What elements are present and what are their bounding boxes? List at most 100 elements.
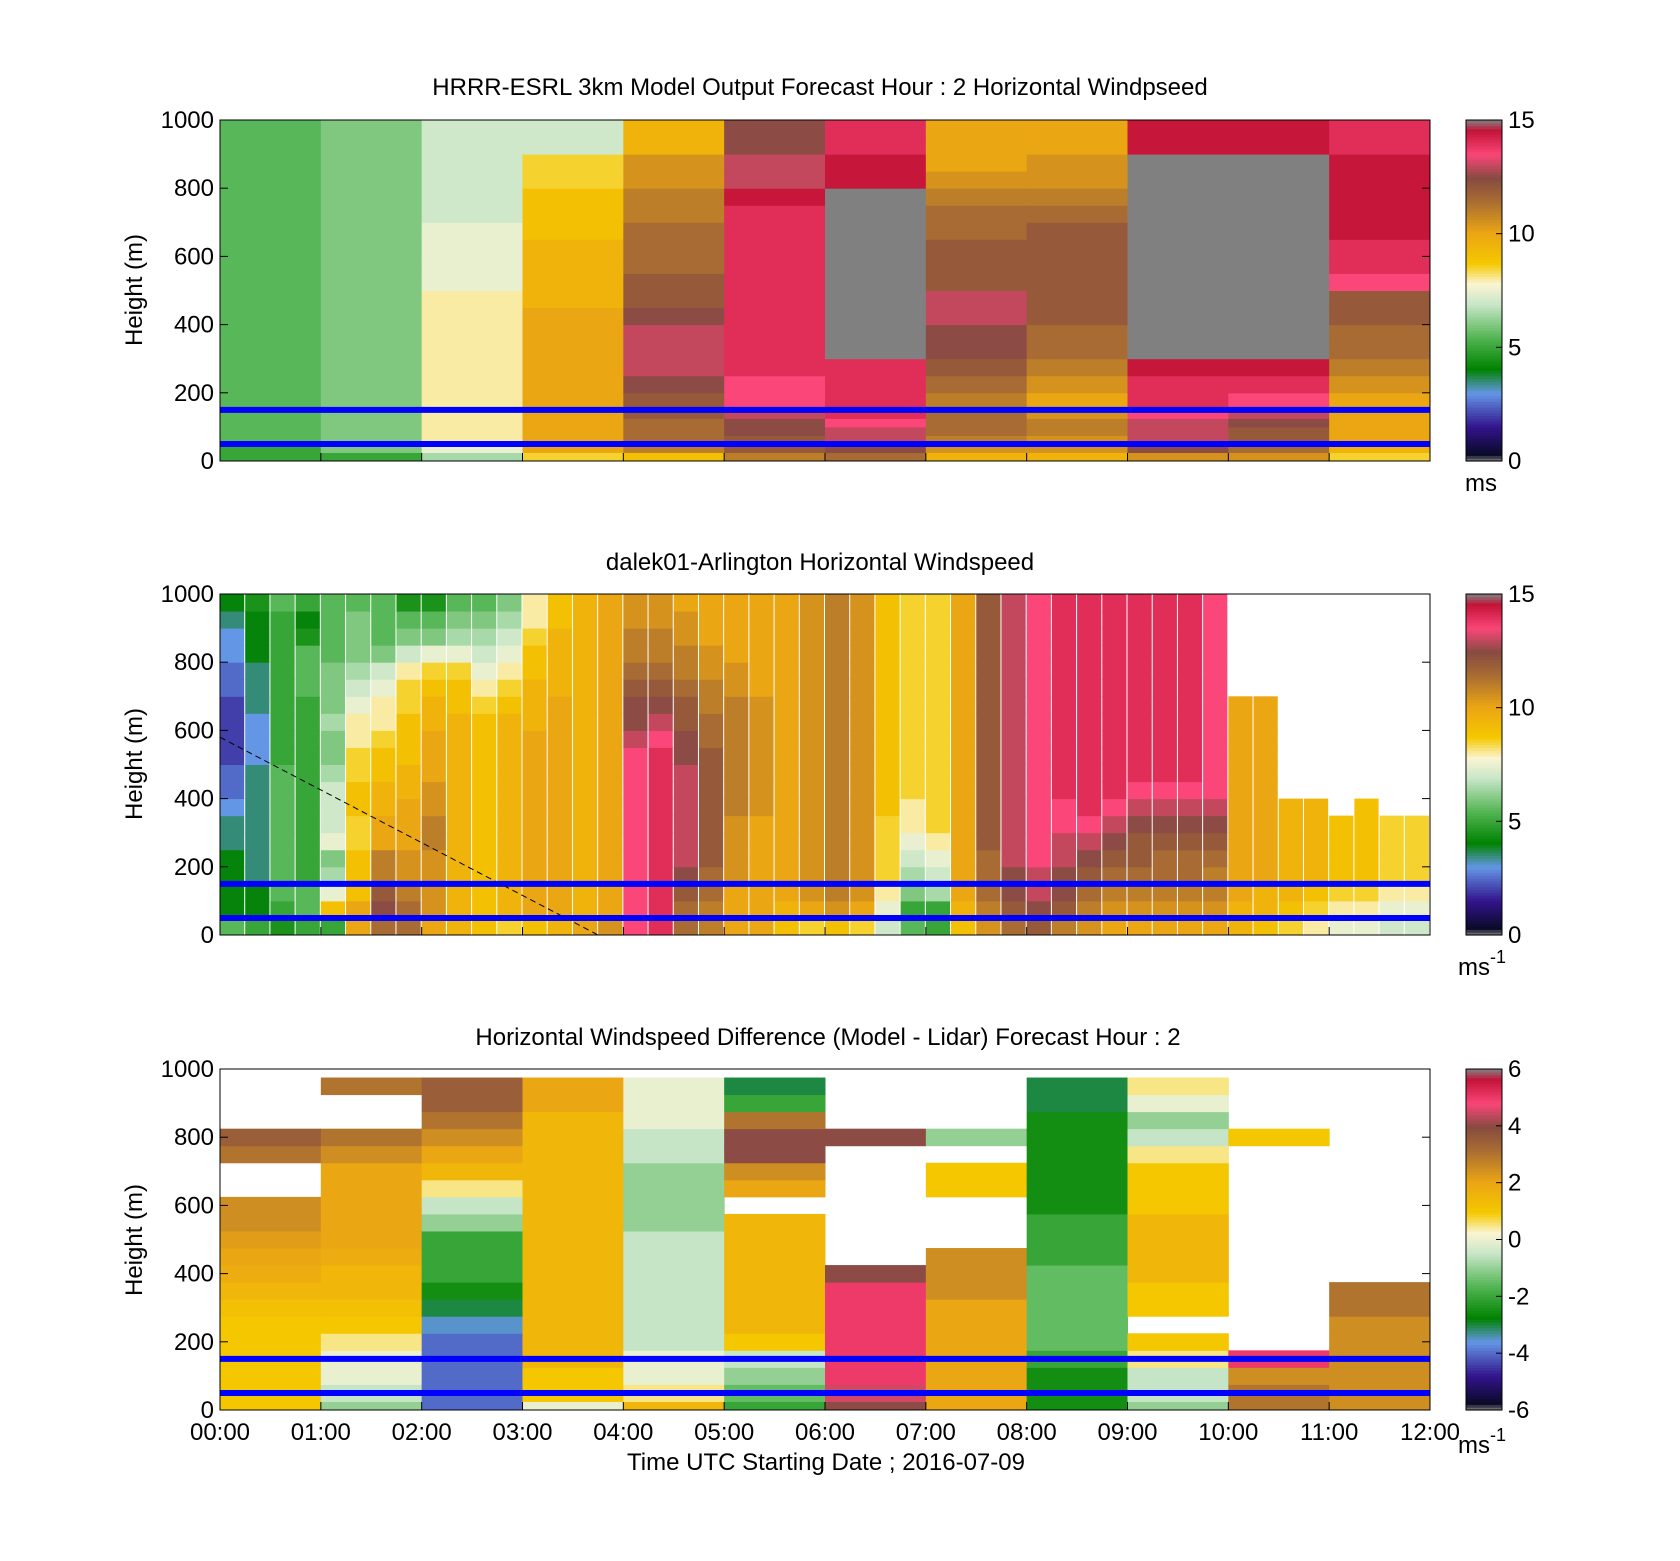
- heatmap-cell: [421, 900, 446, 919]
- heatmap-cell: [220, 1230, 322, 1249]
- colorbar-segment: [1466, 849, 1502, 854]
- heatmap-cell: [1228, 781, 1253, 800]
- colorbar-segment: [1466, 1165, 1502, 1170]
- heatmap-cell: [421, 239, 523, 257]
- heatmap-cell: [724, 781, 749, 800]
- colorbar-segment: [1466, 1270, 1502, 1275]
- heatmap-cell: [724, 452, 826, 462]
- heatmap-cell: [799, 866, 824, 885]
- heatmap-cell: [673, 628, 698, 646]
- heatmap-cell: [774, 628, 799, 646]
- colorbar-segment: [1466, 296, 1502, 300]
- heatmap-cell: [1228, 341, 1330, 360]
- y-tick-label: 800: [174, 175, 214, 202]
- heatmap-cell: [497, 662, 522, 680]
- heatmap-cell: [825, 815, 850, 834]
- heatmap-cell: [623, 1316, 725, 1334]
- heatmap-cell: [850, 781, 875, 800]
- heatmap-cell: [421, 1299, 523, 1317]
- heatmap-cell: [799, 798, 824, 817]
- heatmap-cell: [320, 1367, 423, 1385]
- colorbar-segment: [1466, 881, 1502, 885]
- heatmap-cell: [976, 832, 1001, 851]
- heatmap-cell: [925, 341, 1028, 360]
- colorbar-segment: [1466, 900, 1502, 905]
- colorbar-segment: [1466, 199, 1502, 204]
- heatmap-cell: [547, 611, 572, 629]
- heatmap-cell: [522, 120, 624, 138]
- colorbar-segment: [1466, 225, 1502, 229]
- colorbar-segment: [1466, 1208, 1502, 1212]
- heatmap-cell: [724, 375, 826, 394]
- heatmap-cell: [572, 730, 598, 748]
- colorbar-segment: [1466, 770, 1502, 774]
- colorbar-segment: [1466, 724, 1502, 729]
- heatmap-cell: [724, 341, 826, 360]
- heatmap-cell: [522, 764, 547, 783]
- heatmap-cell: [925, 435, 1028, 445]
- heatmap-cell: [598, 696, 623, 714]
- heatmap-cell: [472, 645, 497, 663]
- heatmap-cell: [925, 594, 951, 612]
- heatmap-cell: [925, 679, 951, 697]
- colorbar-segment: [1466, 824, 1502, 828]
- heatmap-cell: [497, 764, 522, 783]
- heatmap-cell: [1152, 713, 1177, 731]
- heatmap-cell: [1077, 917, 1102, 936]
- heatmap-cell: [522, 205, 624, 223]
- heatmap-cell: [320, 1196, 423, 1215]
- colorbar-segment: [1466, 1267, 1502, 1272]
- heatmap-cell: [724, 917, 749, 936]
- heatmap-cell: [825, 392, 927, 402]
- heatmap-cell: [320, 392, 423, 402]
- colorbar-segment: [1466, 1336, 1502, 1340]
- heatmap-cell: [396, 662, 421, 680]
- heatmap-cell: [951, 764, 976, 783]
- colorbar-segment: [1466, 1299, 1502, 1303]
- heatmap-cell: [1278, 900, 1303, 919]
- heatmap-cell: [320, 239, 423, 257]
- heatmap-cell: [623, 764, 648, 783]
- colorbar-segment: [1466, 216, 1502, 221]
- colorbar-segment: [1466, 156, 1502, 161]
- colorbar-segment: [1466, 926, 1502, 930]
- y-tick-label: 0: [201, 1397, 214, 1424]
- heatmap-cell: [825, 418, 927, 428]
- colorbar-segment: [1466, 1367, 1502, 1371]
- heatmap-cell: [724, 171, 826, 189]
- heatmap-cell: [1278, 815, 1303, 834]
- heatmap-cell: [320, 730, 346, 748]
- heatmap-cell: [1127, 798, 1152, 817]
- heatmap-cell: [724, 1128, 826, 1147]
- heatmap-cell: [724, 611, 749, 629]
- heatmap-cell: [850, 713, 875, 731]
- heatmap-cell: [346, 611, 371, 629]
- colorbar-segment: [1466, 1313, 1502, 1317]
- heatmap-cell: [421, 375, 523, 394]
- colorbar-segment: [1466, 279, 1502, 283]
- heatmap-cell: [1026, 696, 1051, 714]
- heatmap-cell: [648, 611, 673, 629]
- heatmap-cell: [1177, 696, 1203, 714]
- heatmap-cell: [320, 307, 423, 326]
- heatmap-cell: [749, 730, 774, 748]
- colorbar-segment: [1466, 1185, 1502, 1189]
- heatmap-cell: [1026, 713, 1051, 731]
- colorbar-segment: [1466, 1154, 1502, 1158]
- colorbar-segment: [1466, 378, 1502, 383]
- heatmap-cell: [724, 1367, 826, 1385]
- colorbar-segment: [1466, 912, 1502, 916]
- heatmap-cell: [623, 418, 725, 428]
- x-tick-label: 03:00: [492, 1419, 552, 1446]
- colorbar-segment: [1466, 432, 1502, 437]
- heatmap-cell: [900, 679, 925, 697]
- colorbar-segment: [1466, 1162, 1502, 1167]
- heatmap-cell: [421, 781, 446, 800]
- heatmap-cell: [623, 290, 725, 309]
- heatmap-cell: [1329, 205, 1431, 223]
- heatmap-cell: [547, 866, 572, 885]
- heatmap-cell: [875, 713, 900, 731]
- heatmap-cell: [421, 1196, 523, 1215]
- heatmap-cell: [749, 713, 774, 731]
- heatmap-cell: [598, 883, 623, 902]
